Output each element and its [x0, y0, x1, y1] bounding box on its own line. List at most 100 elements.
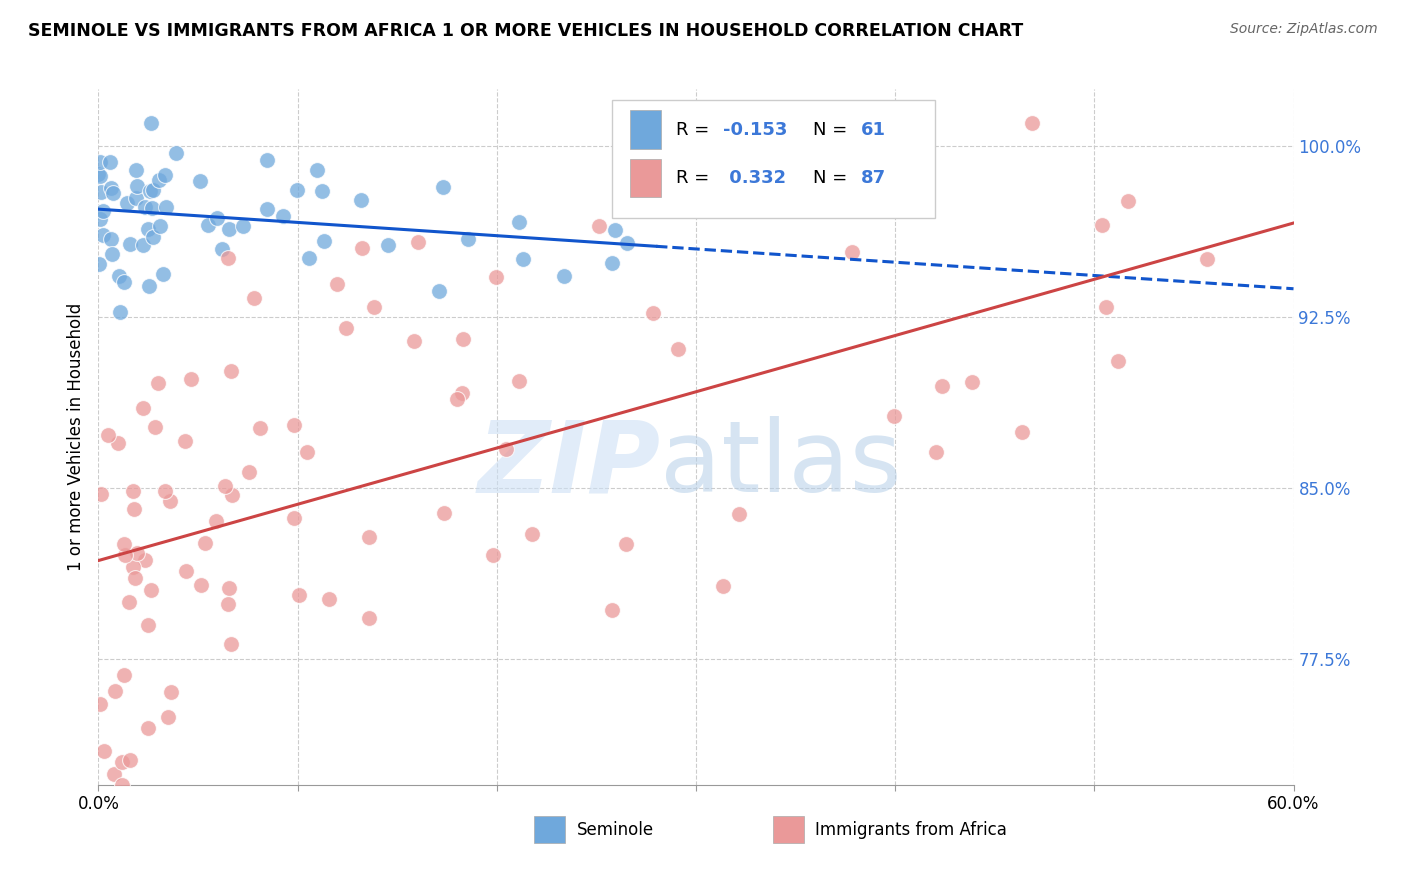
Point	[148, 173, 170, 187]
Point	[112, 667, 135, 681]
Point	[107, 436, 129, 450]
Point	[155, 201, 177, 215]
Point	[482, 548, 505, 562]
Point	[194, 536, 217, 550]
Text: N =: N =	[813, 120, 853, 138]
Point	[727, 507, 749, 521]
Point	[295, 445, 318, 459]
Point	[165, 146, 187, 161]
Point	[127, 178, 149, 193]
Point	[214, 479, 236, 493]
Point	[91, 203, 114, 218]
Text: 0.332: 0.332	[724, 169, 786, 187]
Point	[219, 637, 242, 651]
Point	[132, 238, 155, 252]
Point	[112, 537, 135, 551]
Point	[451, 385, 474, 400]
Point	[197, 218, 219, 232]
Point	[457, 232, 479, 246]
Point	[180, 372, 202, 386]
Point	[350, 241, 373, 255]
Point	[136, 618, 159, 632]
Point	[711, 579, 734, 593]
Point	[402, 334, 425, 348]
Point	[89, 697, 111, 711]
Point	[114, 548, 136, 562]
Point	[152, 267, 174, 281]
Point	[1094, 300, 1116, 314]
Text: 87: 87	[860, 169, 886, 187]
Text: N =: N =	[813, 169, 853, 187]
Text: Source: ZipAtlas.com: Source: ZipAtlas.com	[1230, 22, 1378, 37]
Point	[256, 153, 278, 167]
Point	[134, 200, 156, 214]
Point	[141, 201, 163, 215]
Point	[136, 721, 159, 735]
Point	[377, 237, 399, 252]
Text: atlas: atlas	[661, 417, 901, 514]
Point	[205, 514, 228, 528]
Point	[146, 376, 169, 390]
Point	[363, 300, 385, 314]
Point	[174, 564, 197, 578]
Point	[312, 234, 335, 248]
Point	[305, 163, 328, 178]
Text: Immigrants from Africa: Immigrants from Africa	[815, 821, 1007, 838]
Point	[115, 196, 138, 211]
Point	[326, 277, 349, 291]
Point	[485, 270, 508, 285]
Text: R =: R =	[676, 120, 714, 138]
Point	[98, 155, 121, 169]
Point	[350, 193, 373, 207]
Point	[111, 755, 134, 769]
Point	[232, 219, 254, 233]
Point	[218, 222, 240, 236]
Point	[219, 364, 242, 378]
Point	[287, 588, 309, 602]
Point	[205, 211, 228, 225]
Point	[136, 222, 159, 236]
Point	[217, 252, 239, 266]
Point	[153, 169, 176, 183]
Point	[124, 571, 146, 585]
Point	[134, 553, 156, 567]
Point	[188, 174, 211, 188]
Point	[553, 268, 575, 283]
FancyBboxPatch shape	[612, 100, 935, 218]
Point	[602, 256, 624, 270]
Point	[271, 209, 294, 223]
Point	[107, 268, 129, 283]
Point	[433, 506, 456, 520]
Text: R =: R =	[676, 169, 714, 187]
Point	[512, 252, 534, 267]
Point	[122, 502, 145, 516]
Point	[103, 766, 125, 780]
Point	[132, 401, 155, 415]
Point	[111, 778, 134, 792]
Point	[121, 560, 143, 574]
Point	[104, 683, 127, 698]
Point	[218, 581, 240, 595]
Point	[91, 227, 114, 242]
Point	[238, 465, 260, 479]
Point	[160, 685, 183, 699]
Point	[122, 483, 145, 498]
Point	[603, 222, 626, 236]
Point	[641, 306, 664, 320]
Point	[87, 257, 110, 271]
Point	[285, 183, 308, 197]
Point	[173, 434, 195, 448]
Point	[357, 610, 380, 624]
Point	[962, 375, 984, 389]
Point	[1021, 116, 1043, 130]
Point	[89, 154, 111, 169]
Point	[298, 252, 321, 266]
Point	[221, 488, 243, 502]
Point	[139, 116, 162, 130]
Point	[112, 275, 135, 289]
Point	[89, 169, 111, 183]
Point	[508, 375, 530, 389]
Point	[249, 421, 271, 435]
Point	[125, 546, 148, 560]
Point	[283, 418, 305, 433]
